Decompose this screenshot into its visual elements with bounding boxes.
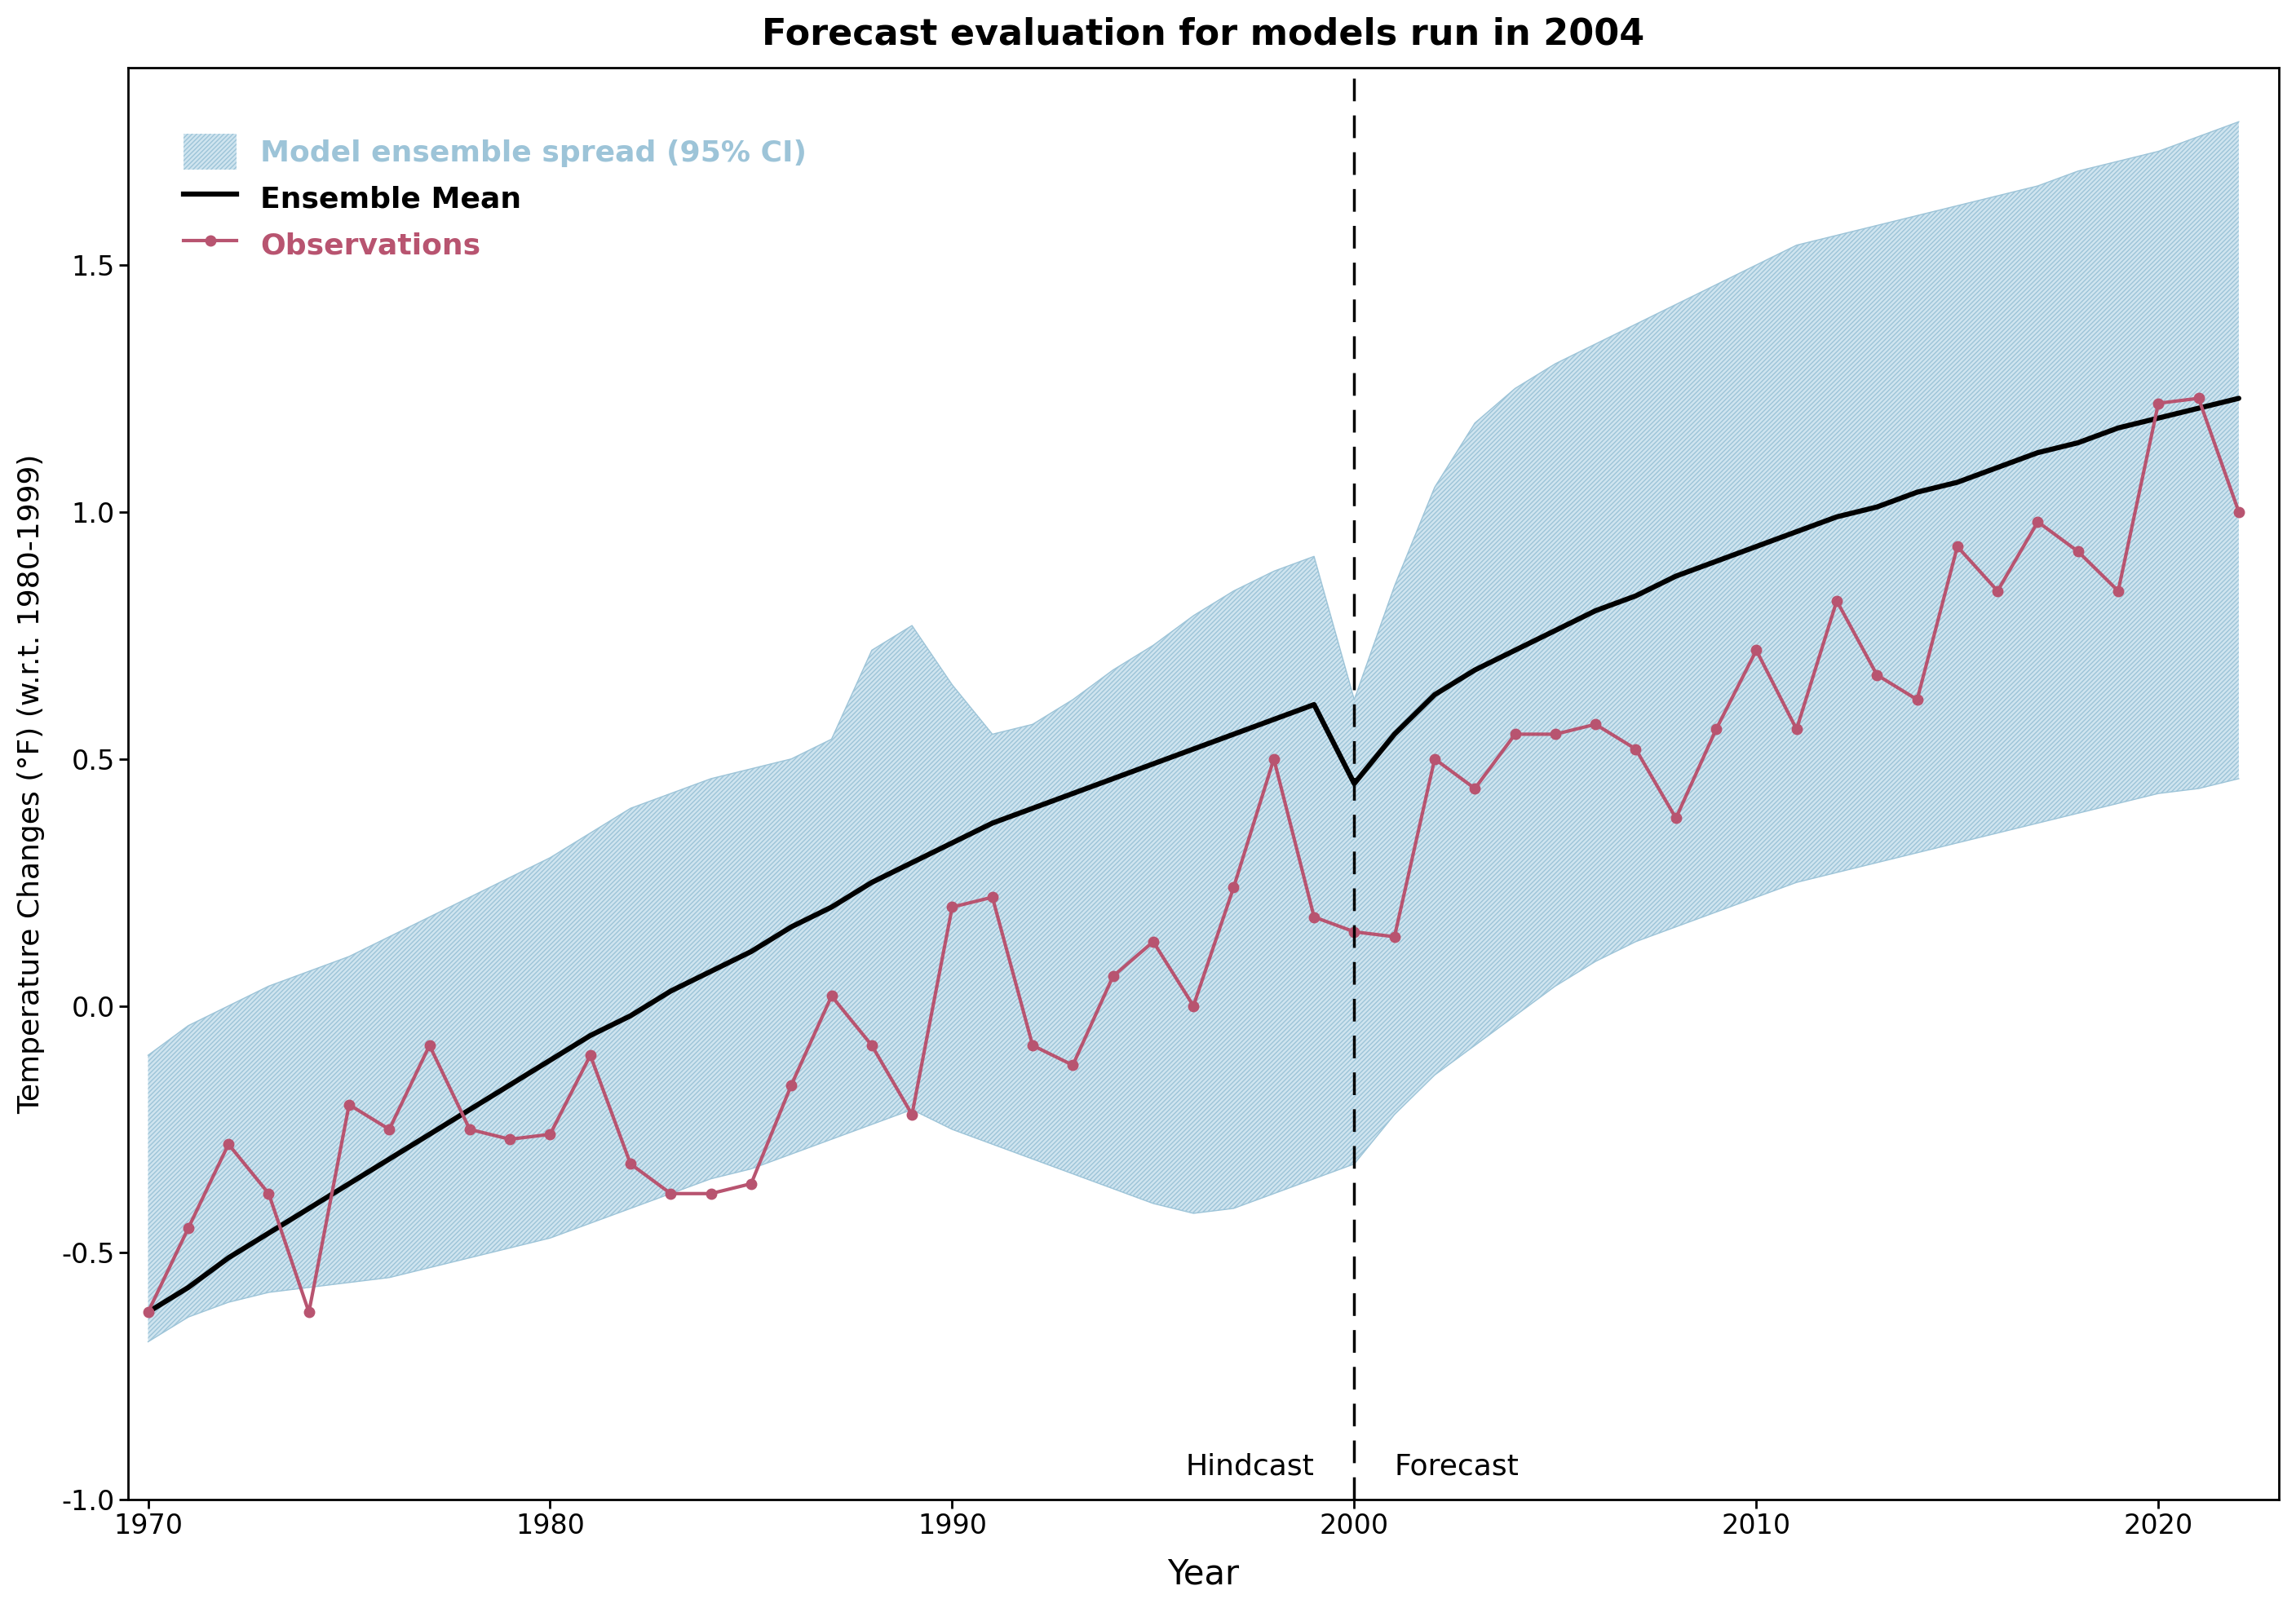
Legend: Model ensemble spread (95% CI), Ensemble Mean, Observations: Model ensemble spread (95% CI), Ensemble… <box>174 125 815 272</box>
Text: Hindcast: Hindcast <box>1185 1452 1313 1479</box>
Title: Forecast evaluation for models run in 2004: Forecast evaluation for models run in 20… <box>762 18 1644 51</box>
Text: Forecast: Forecast <box>1394 1452 1520 1479</box>
Y-axis label: Temperature Changes (°F) (w.r.t. 1980-1999): Temperature Changes (°F) (w.r.t. 1980-19… <box>16 453 44 1114</box>
X-axis label: Year: Year <box>1169 1557 1240 1590</box>
